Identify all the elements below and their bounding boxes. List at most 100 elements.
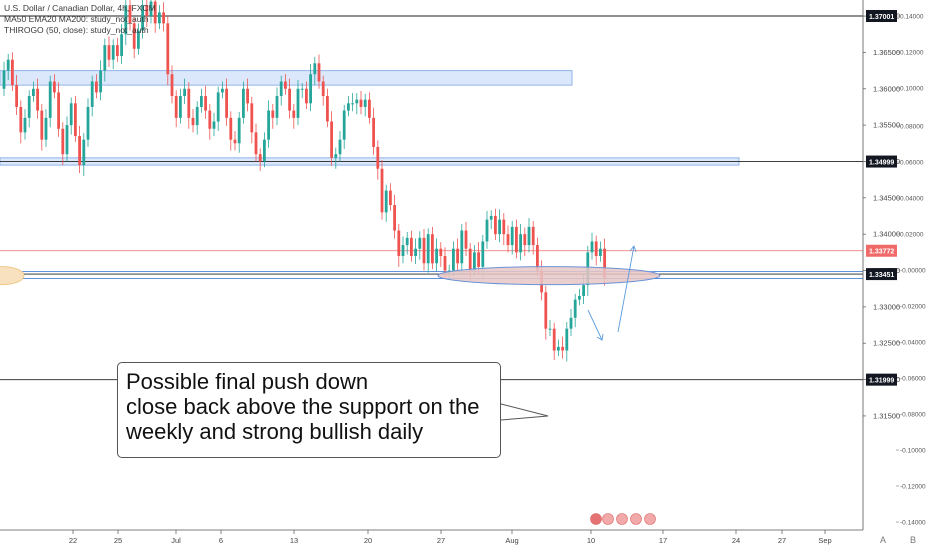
candle-body (460, 230, 464, 264)
candle-body (435, 248, 438, 264)
log-scale-button[interactable]: B (909, 535, 916, 545)
time-tick-label: 6 (219, 536, 223, 545)
candle-body (494, 215, 497, 235)
candle-body (284, 81, 287, 89)
candle-body (40, 110, 44, 140)
time-tick-label: Sep (818, 536, 831, 545)
candle-body (498, 219, 501, 235)
candle-body (61, 128, 65, 155)
candle-body (27, 96, 31, 118)
candle-body (195, 106, 199, 126)
candle-body (380, 168, 384, 213)
price-level-tag (866, 244, 897, 257)
candle-body (179, 96, 182, 118)
event-flag-icon (630, 513, 642, 525)
candle-body (552, 328, 556, 351)
candle-body (359, 99, 363, 107)
candle-body (242, 88, 245, 118)
candle-body (275, 96, 279, 118)
candle-body (191, 117, 195, 126)
thirogo-tick-label: -0.12000 (900, 484, 926, 491)
candle-body (418, 237, 422, 249)
candle-body (561, 346, 564, 351)
projection-arrowhead-up (629, 245, 637, 253)
time-tick-label: 25 (114, 536, 122, 545)
chart-legend: U.S. Dollar / Canadian Dollar, 4h, FXCM … (4, 3, 156, 36)
candle-body (477, 252, 480, 267)
candle-body (279, 81, 283, 97)
price-level-tag (866, 268, 897, 281)
candle-body (464, 230, 468, 249)
time-tick-label: 10 (587, 536, 595, 545)
thirogo-tick-label: 0.14000 (900, 14, 924, 21)
candle-body (246, 88, 249, 104)
candle-body (23, 117, 27, 133)
callout-line-3: weekly and strong bullish daily (126, 419, 424, 444)
price-level-tag-label: 1.34999 (869, 160, 894, 167)
thirogo-tick-label: -0.02000 (900, 304, 926, 311)
candle-body (78, 136, 81, 166)
price-tick-label: 1.35500 (873, 121, 900, 130)
candle-body (32, 88, 35, 97)
time-tick-label: Aug (505, 536, 518, 545)
candle-body (363, 99, 367, 107)
candle-body (510, 226, 514, 246)
candle-body (405, 237, 409, 246)
price-level-tag-label: 1.33772 (869, 249, 894, 256)
candle-body (162, 12, 165, 24)
candle-body (384, 190, 388, 213)
candle-body (128, 5, 132, 24)
candle-body (523, 234, 527, 246)
candle-body (447, 270, 451, 272)
candle-body (187, 88, 191, 118)
candle-body (19, 106, 23, 133)
time-tick-label: 27 (437, 536, 445, 545)
candle-body (107, 45, 111, 60)
time-tick-label: 17 (659, 536, 667, 545)
thirogo-tick-label: 0.06000 (900, 160, 924, 167)
candle-body (573, 299, 577, 318)
candle-body (431, 234, 434, 264)
candle-body (544, 292, 548, 329)
candle-body (481, 241, 485, 267)
thirogo-tick-label: -0.14000 (900, 520, 926, 527)
candle-body (158, 12, 161, 24)
price-tick-label: 1.31500 (873, 411, 900, 420)
candle-body (229, 117, 233, 140)
price-tick-label: 1.32500 (873, 339, 900, 348)
time-tick-label: 24 (732, 536, 740, 545)
candle-body (271, 110, 275, 118)
candle-body (594, 241, 598, 256)
time-tick-label: 22 (69, 536, 77, 545)
candle-body (250, 103, 254, 133)
candle-body (506, 234, 510, 246)
candle-body (120, 34, 123, 57)
annotation-callout[interactable]: Possible final push down close back abov… (117, 362, 501, 458)
auto-scale-button[interactable]: A (879, 535, 886, 545)
candle-body (149, 1, 153, 17)
left-edge-marker (0, 266, 25, 286)
time-tick-label: Jul (171, 536, 181, 545)
candle-body (69, 103, 73, 126)
candle-body (36, 88, 39, 111)
price-tick-label: 1.34500 (873, 193, 900, 202)
candle-body (473, 252, 476, 271)
candle-body (90, 81, 94, 107)
thirogo-tick-label: -0.06000 (900, 376, 926, 383)
thirogo-tick-label: -0.04000 (900, 340, 926, 347)
price-tick-label: 1.36000 (873, 84, 900, 93)
candle-body (288, 88, 291, 111)
candle-body (338, 139, 342, 155)
candle-body (456, 248, 459, 264)
candle-body (347, 103, 350, 111)
price-level-tag (866, 155, 897, 168)
candle-body (11, 59, 14, 86)
candle-body (124, 5, 128, 35)
legend-ma: MA50 EMA20 MA200: study_not_auth (4, 14, 149, 24)
candle-body (221, 88, 224, 93)
candle-body (57, 92, 60, 129)
candle-body (82, 139, 86, 166)
projection-arrow-up (617, 245, 635, 333)
candle-body (111, 45, 115, 60)
